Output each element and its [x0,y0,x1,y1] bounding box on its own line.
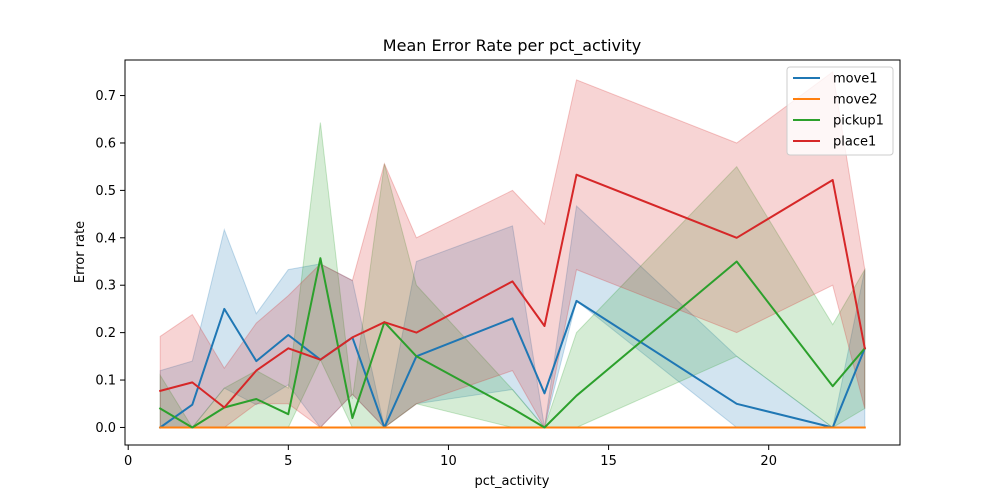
axes: 0 5 10 15 20 0.0 0.1 0.2 0.3 0.4 0.5 0.6 0.7 [95,59,901,469]
legend-label-move1: move1 [833,72,878,87]
x-tick-label: 15 [600,454,617,469]
series-lines [158,173,867,429]
y-tick-label: 0.1 [95,374,116,389]
y-tick-label: 0.0 [95,421,116,436]
x-tick-label: 5 [284,454,292,469]
x-tick-label: 0 [124,454,132,469]
x-tick-label: 10 [440,454,457,469]
y-tick-label: 0.7 [95,89,116,104]
legend: move1 move2 pickup1 place1 [786,66,894,156]
legend-label-place1: place1 [833,135,876,150]
y-axis-label: Error rate [73,221,88,283]
y-tick-label: 0.4 [95,231,116,246]
x-axis-label: pct_activity [475,474,550,489]
line-place1 [158,173,866,409]
legend-box [786,66,894,156]
y-tick-label: 0.3 [95,279,116,294]
legend-label-move2: move2 [833,93,878,108]
y-tick-label: 0.6 [95,136,116,151]
legend-label-pickup1: pickup1 [833,114,884,129]
x-tick-label: 20 [760,454,777,469]
chart-title: Mean Error Rate per pct_activity [383,36,641,56]
plot-frame [124,59,901,446]
y-tick-label: 0.2 [95,326,116,341]
y-tick-label: 0.5 [95,184,116,199]
